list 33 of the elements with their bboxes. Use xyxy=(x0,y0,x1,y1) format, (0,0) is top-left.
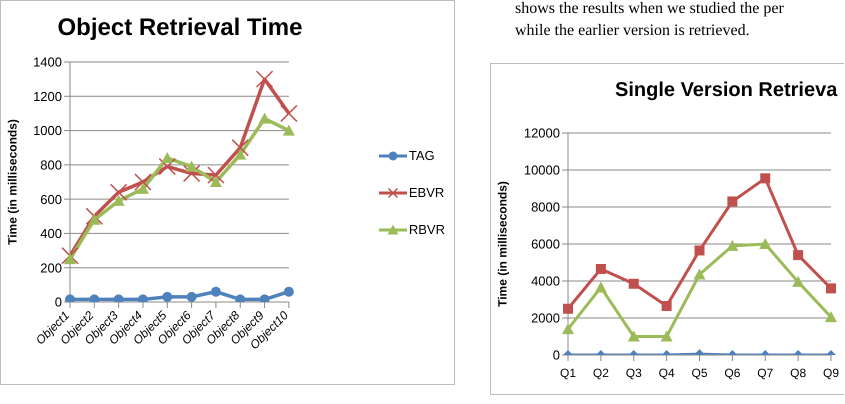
y-axis-title: Time (in milliseconds) xyxy=(495,181,510,307)
y-tick-label: 200 xyxy=(40,260,62,276)
text: shows the results when we studied the per xyxy=(515,0,784,18)
legend-label: RBVR xyxy=(408,222,445,237)
y-tick-label: 10000 xyxy=(524,162,560,178)
y-tick-label: 12000 xyxy=(524,126,560,141)
x-tick-label: Q1 xyxy=(560,366,576,380)
x-tick-label: Q9 xyxy=(822,366,840,380)
y-tick-label: 6000 xyxy=(531,236,560,252)
y-tick-label: 600 xyxy=(40,192,62,207)
text: while the earlier version is retrieved. xyxy=(515,22,750,40)
chart-title: Single Version Retrieva xyxy=(614,79,838,102)
legend-label: EBVR xyxy=(408,185,444,200)
y-tick-label: 800 xyxy=(40,157,62,172)
x-tick-label: Q4 xyxy=(658,366,675,380)
x-tick-label: Q7 xyxy=(757,366,774,380)
y-tick-label: 0 xyxy=(552,348,560,363)
y-tick-label: 400 xyxy=(40,226,62,242)
y-tick-label: 4000 xyxy=(531,274,560,289)
chart-title: Object Retrieval Time xyxy=(56,14,304,42)
x-tick-label: Q5 xyxy=(691,366,708,380)
x-tick-label: Q6 xyxy=(724,366,741,380)
y-tick-label: 1000 xyxy=(33,123,62,138)
y-tick-label: 0 xyxy=(54,294,62,310)
x-tick-label: Q3 xyxy=(626,366,642,380)
legend-label: TAG xyxy=(408,148,435,163)
y-tick-label: 2000 xyxy=(531,310,560,326)
y-axis-title: Time (in milliseconds) xyxy=(5,119,20,245)
x-tick-label: Q8 xyxy=(790,366,806,380)
x-tick-label: Q2 xyxy=(592,366,610,380)
y-tick-label: 8000 xyxy=(531,200,560,215)
y-tick-label: 1400 xyxy=(33,54,62,70)
y-tick-label: 1200 xyxy=(33,88,62,104)
